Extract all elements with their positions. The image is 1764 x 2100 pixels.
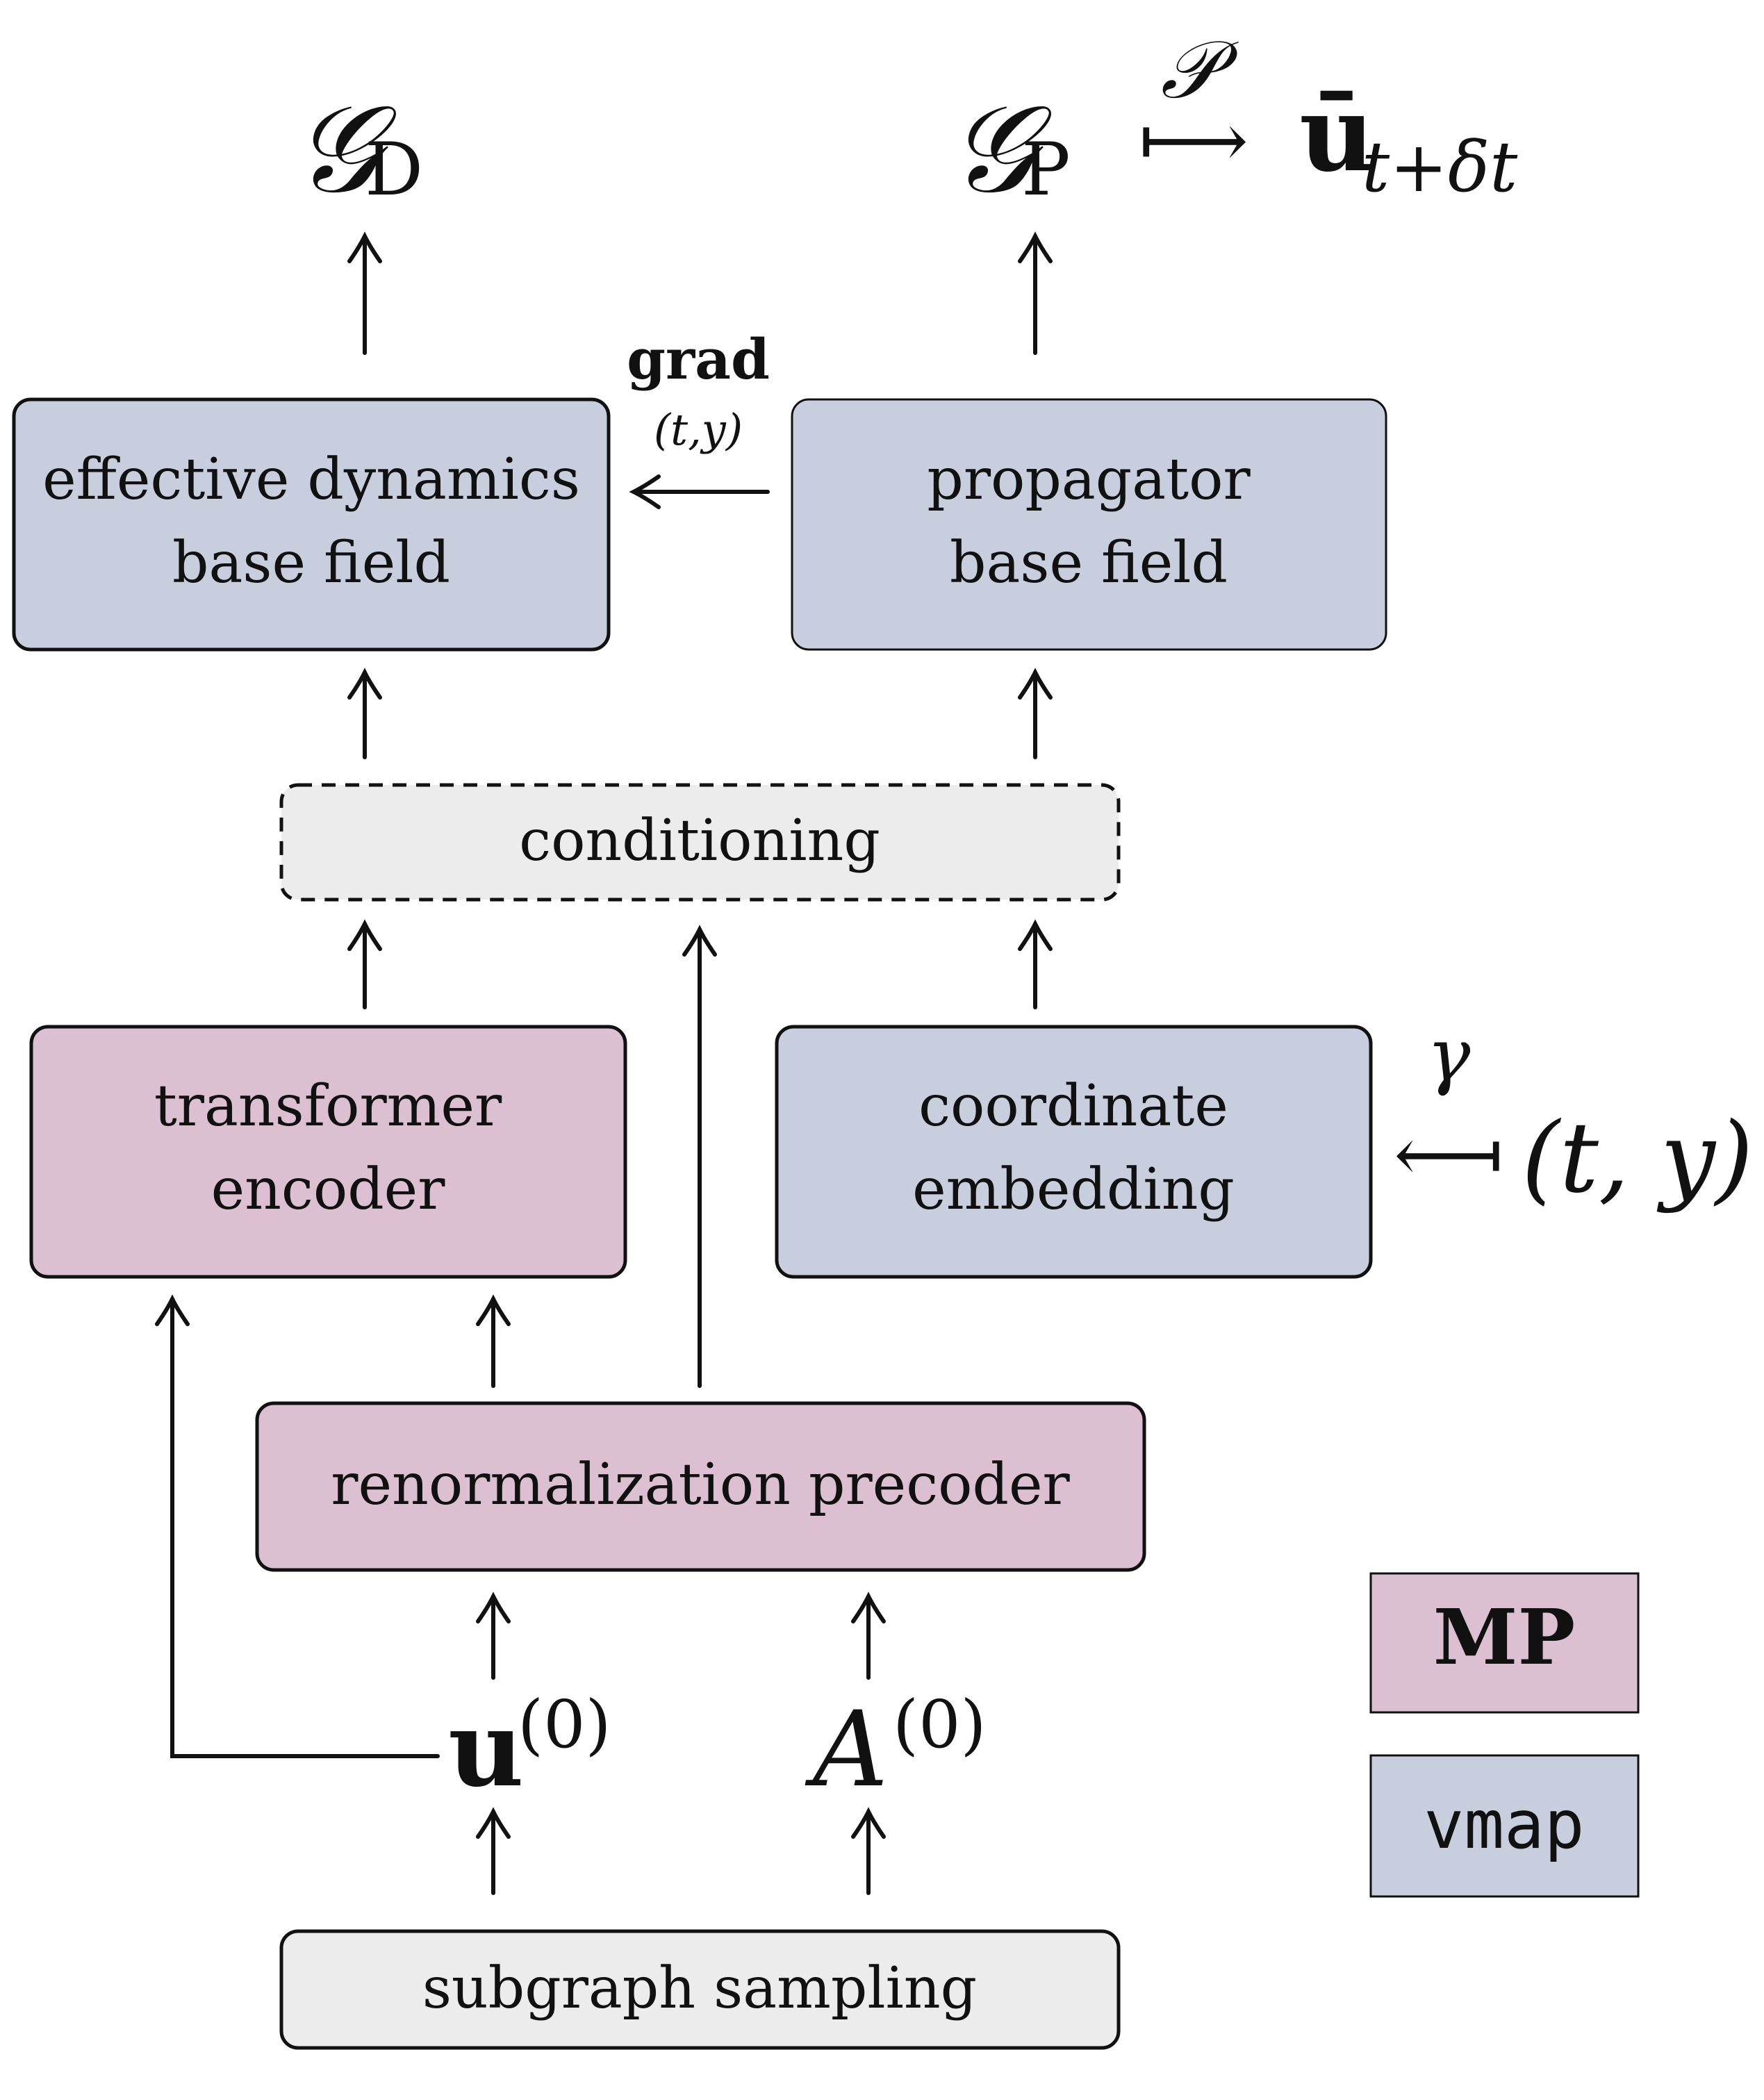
- g-d-subscript: D: [365, 127, 423, 212]
- grad-args: (t,y): [654, 404, 743, 455]
- maps-to-arrow: ⟼: [1139, 96, 1248, 185]
- a0-superscript: (0): [893, 1687, 987, 1763]
- sampling-label: subgraph sampling: [422, 1956, 977, 2022]
- effective-dynamics-label-1: effective dynamics: [42, 447, 580, 513]
- subgraph-sampling-box: subgraph sampling: [279, 1929, 1121, 2050]
- propagator-box: propagator base field: [791, 398, 1387, 651]
- transformer-label-1: transformer: [154, 1073, 502, 1139]
- legend-mp: MP: [1369, 1572, 1640, 1714]
- a0-symbol: A: [805, 1689, 888, 1810]
- coordinate-label-2: embedding: [912, 1157, 1235, 1223]
- conditioning-box: conditioning: [279, 783, 1121, 902]
- propagator-label-2: base field: [950, 530, 1228, 596]
- u0-superscript: (0): [518, 1687, 611, 1763]
- renormalization-precoder-box: renormalization precoder: [255, 1401, 1146, 1572]
- u-bar-subscript: t+δt: [1362, 126, 1518, 208]
- gamma-symbol: γ: [1427, 1013, 1471, 1098]
- g-p-subscript: P: [1021, 127, 1071, 212]
- u0-symbol: u: [448, 1688, 524, 1810]
- up-arrow-icon: [155, 1294, 440, 1758]
- ty-input: (t, y): [1522, 1102, 1754, 1215]
- transformer-encoder-box: transformer encoder: [29, 1025, 627, 1279]
- grad-label: grad: [627, 326, 770, 392]
- legend-vmap: vmap: [1369, 1754, 1640, 1898]
- coordinate-embedding-box: coordinate embedding: [775, 1025, 1373, 1279]
- effective-dynamics-label-2: base field: [172, 530, 450, 596]
- precoder-label: renormalization precoder: [331, 1452, 1070, 1518]
- legend-mp-label: MP: [1433, 1592, 1575, 1682]
- maps-from-arrow: ⟻: [1394, 1110, 1503, 1199]
- propagator-label-1: propagator: [927, 447, 1251, 513]
- legend-vmap-label: vmap: [1424, 1786, 1584, 1864]
- transformer-label-2: encoder: [211, 1157, 446, 1223]
- u-bar-symbol: ū: [1299, 73, 1375, 195]
- effective-dynamics-box: effective dynamics base field: [12, 397, 611, 652]
- conditioning-label: conditioning: [519, 808, 880, 874]
- coordinate-label-1: coordinate: [918, 1073, 1228, 1139]
